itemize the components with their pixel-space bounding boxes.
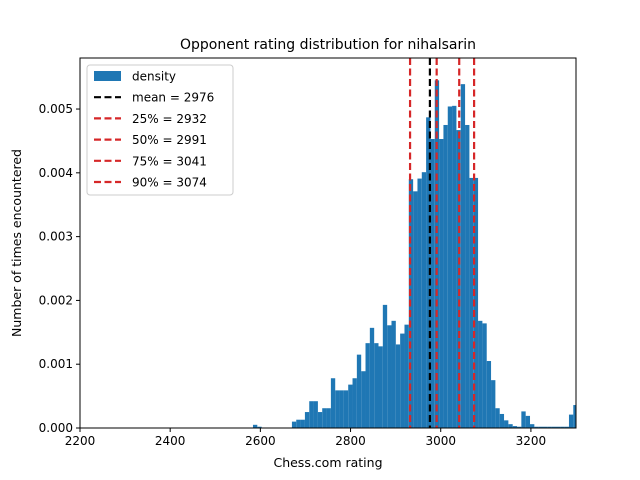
- x-tick-label: 3200: [516, 434, 547, 448]
- histogram-bar: [568, 414, 574, 428]
- histogram-bar: [491, 380, 496, 428]
- histogram-bar: [404, 324, 409, 428]
- histogram-bar: [465, 124, 470, 428]
- legend-swatch: [94, 71, 121, 81]
- histogram-bar: [426, 117, 431, 429]
- histogram-bar: [439, 139, 444, 428]
- histogram-bar: [291, 421, 297, 428]
- legend-label: 90% = 3074: [132, 176, 207, 190]
- histogram-bar: [317, 412, 323, 428]
- x-axis-ticks: 2200 2400 2600 2800 3000 3200: [65, 428, 546, 448]
- histogram-bar: [378, 346, 383, 428]
- histogram-bar: [551, 426, 556, 428]
- y-tick-label: 0.001: [39, 357, 73, 371]
- histogram-bar: [421, 172, 427, 428]
- x-tick-label: 2600: [245, 434, 276, 448]
- histogram-bar: [534, 426, 539, 428]
- histogram-bar: [486, 361, 492, 428]
- histogram-bar: [504, 420, 509, 428]
- histogram-bar: [447, 106, 453, 428]
- histogram-bar: [430, 139, 435, 428]
- histogram-bar: [521, 411, 526, 428]
- legend-label: 50% = 2991: [132, 133, 207, 147]
- histogram-bar: [512, 426, 518, 428]
- histogram-bar: [443, 124, 448, 428]
- histogram-bar: [460, 84, 466, 428]
- histogram-bar: [555, 426, 561, 428]
- histogram-bar: [309, 401, 314, 428]
- histogram-bar: [434, 80, 440, 429]
- histogram-bar: [326, 408, 331, 428]
- histogram-bar: [322, 408, 327, 428]
- histogram-bars: [252, 80, 576, 429]
- y-tick-label: 0.004: [39, 166, 73, 180]
- reference-lines: [408, 58, 476, 428]
- histogram-bar: [252, 424, 258, 428]
- histogram-bar: [374, 343, 379, 428]
- histogram-bar: [304, 412, 310, 428]
- y-tick-label: 0.002: [39, 293, 73, 307]
- histogram-bar: [508, 424, 513, 428]
- histogram-bar: [296, 419, 301, 428]
- histogram-bar: [452, 105, 457, 429]
- histogram-bar: [499, 413, 505, 428]
- histogram-bar: [382, 304, 388, 428]
- histogram-bar: [530, 424, 535, 428]
- histogram-bar: [395, 344, 401, 428]
- histogram-bar: [495, 408, 500, 428]
- histogram-bar: [478, 320, 483, 428]
- y-axis-ticks: 0.000 0.001 0.002 0.003 0.004 0.005: [39, 102, 80, 435]
- x-tick-label: 2400: [155, 434, 186, 448]
- legend-label: 75% = 3041: [132, 154, 207, 168]
- histogram-bar: [538, 426, 543, 428]
- histogram-bar: [348, 384, 353, 428]
- histogram-bar: [391, 320, 396, 428]
- histogram-bar: [413, 191, 418, 428]
- histogram-bar: [473, 177, 479, 428]
- y-tick-label: 0.000: [39, 421, 73, 435]
- histogram-bar: [547, 426, 552, 428]
- histogram-bar: [525, 415, 531, 428]
- histogram-bar: [542, 426, 548, 428]
- histogram-bar: [400, 333, 405, 428]
- x-axis-label: Chess.com rating: [273, 455, 382, 470]
- histogram-bar: [300, 419, 305, 428]
- chart-title: Opponent rating distribution for nihalsa…: [180, 37, 476, 53]
- plot-frame: [79, 57, 577, 429]
- histogram-bar: [564, 426, 569, 428]
- x-tick-label: 2800: [335, 434, 366, 448]
- histogram-bar: [387, 325, 392, 428]
- legend-label: 25% = 2932: [132, 112, 207, 126]
- histogram-bar: [339, 390, 344, 428]
- histogram-bar: [335, 390, 340, 428]
- histogram-bar: [517, 426, 522, 428]
- legend-items: density mean = 2976 25% = 2932 50% = 2991 75…: [94, 70, 214, 190]
- histogram-bar: [343, 390, 349, 428]
- legend-label: mean = 2976: [132, 91, 214, 105]
- histogram-bar: [369, 327, 375, 428]
- histogram-bar: [352, 378, 357, 428]
- x-tick-label: 2200: [65, 434, 96, 448]
- histogram-bar: [330, 378, 336, 428]
- legend: density mean = 2976 25% = 2932 50% = 2991 75…: [86, 64, 234, 196]
- y-tick-label: 0.005: [39, 102, 73, 116]
- histogram-bar: [469, 177, 474, 428]
- histogram-bar: [560, 426, 565, 428]
- y-tick-label: 0.003: [39, 230, 73, 244]
- histogram-bar: [365, 343, 370, 428]
- legend-box: [86, 64, 234, 196]
- x-tick-label: 3000: [425, 434, 456, 448]
- histogram-bar: [417, 178, 422, 428]
- legend-label: density: [132, 70, 176, 84]
- histogram-bar: [573, 405, 576, 428]
- histogram-bar: [482, 323, 487, 428]
- histogram-bar: [361, 371, 366, 428]
- histogram-bar: [356, 354, 362, 428]
- histogram-bar: [313, 401, 318, 428]
- histogram-bar: [257, 426, 262, 428]
- y-axis-label: Number of times encountered: [9, 149, 24, 337]
